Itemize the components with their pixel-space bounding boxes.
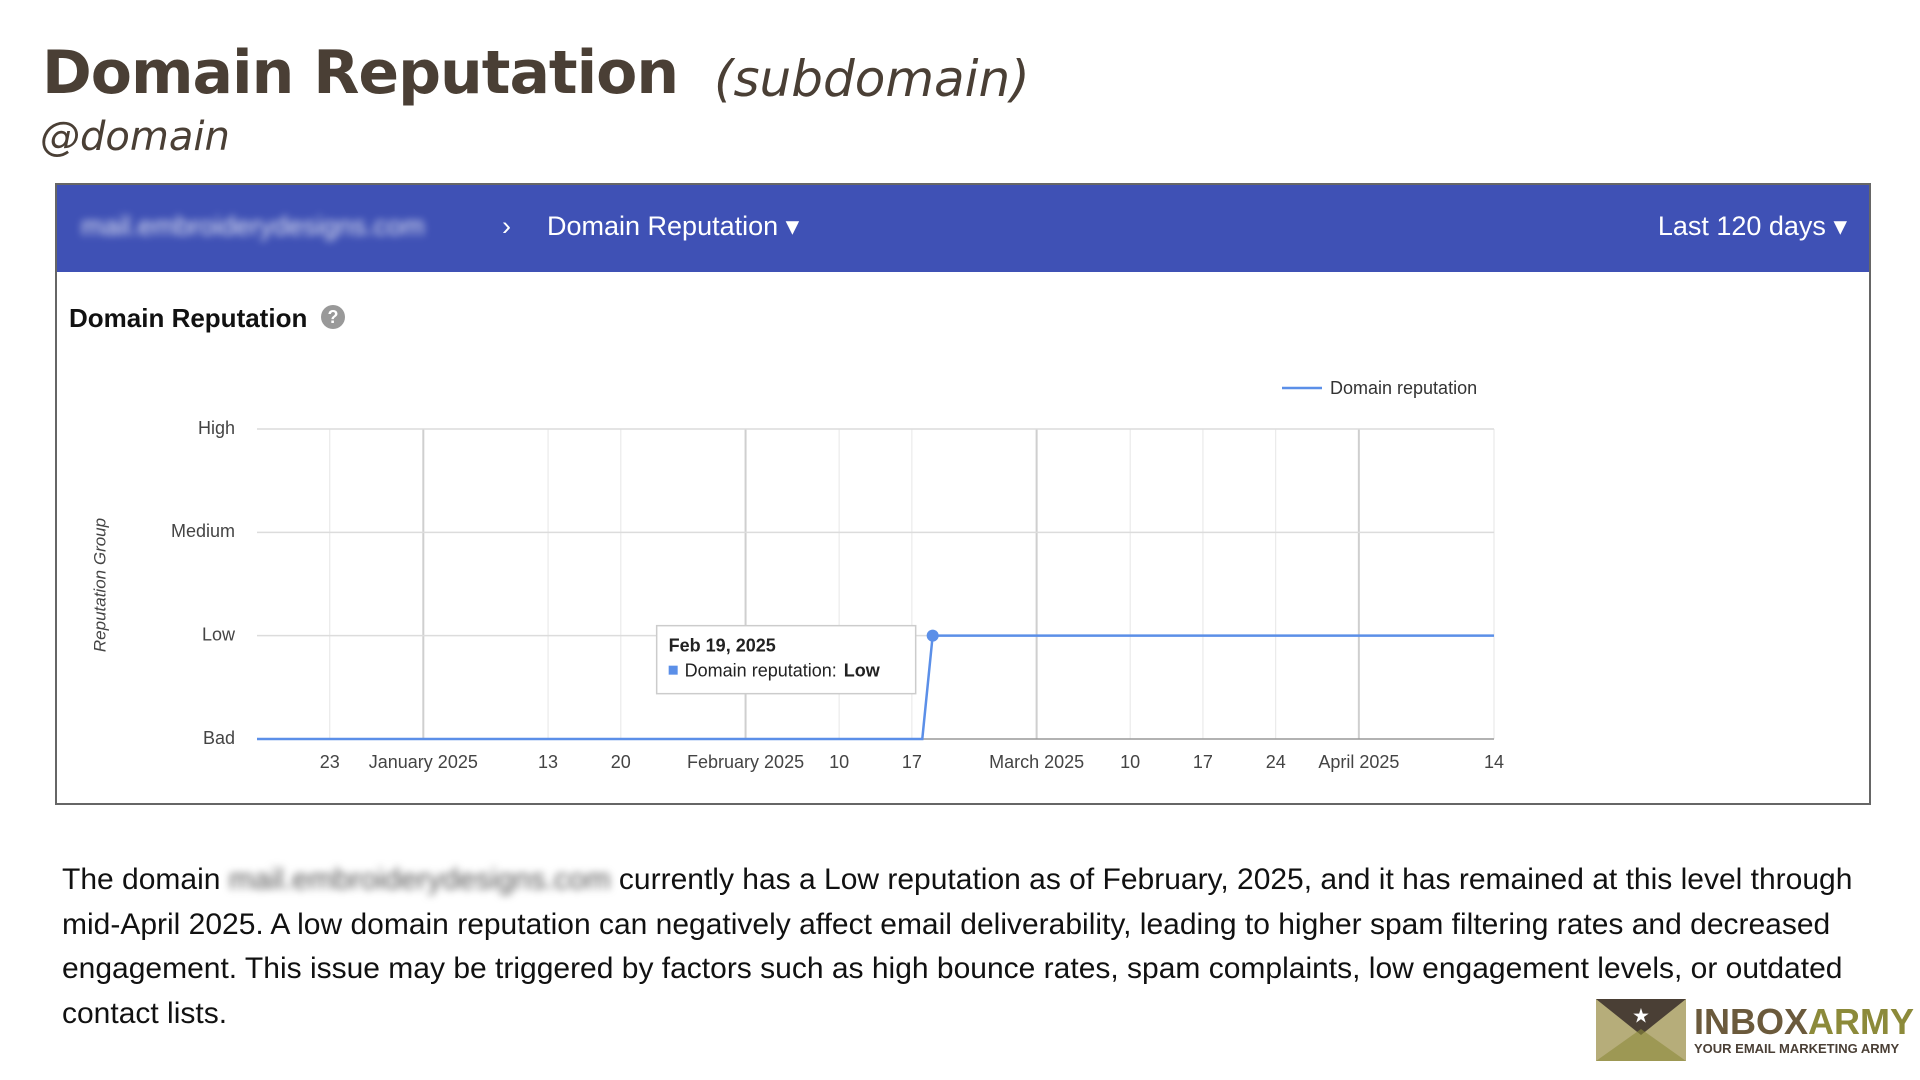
tooltip-box bbox=[655, 624, 917, 695]
data-line bbox=[257, 634, 1494, 741]
x-tick-label: April 2025 bbox=[1318, 752, 1399, 772]
range-name: Last 120 days bbox=[1657, 211, 1826, 241]
breadcrumb-separator: › bbox=[502, 211, 511, 241]
tooltip-series: Domain reputation: bbox=[685, 660, 837, 680]
x-tick-label: 14 bbox=[1484, 752, 1504, 772]
tooltip-title: Feb 19, 2025 bbox=[669, 635, 776, 655]
report-selector[interactable]: Domain Reputation ▾ bbox=[547, 211, 800, 241]
logo-text: ARMY bbox=[1808, 1001, 1915, 1042]
x-tick-label: 10 bbox=[1120, 752, 1140, 772]
svg-text:★: ★ bbox=[1632, 1005, 1650, 1027]
x-tick-label: January 2025 bbox=[369, 752, 478, 772]
x-tick-label: March 2025 bbox=[989, 752, 1084, 772]
report-card: mail.embroiderydesigns.com › Domain Repu… bbox=[55, 183, 1871, 805]
x-tick-label: 17 bbox=[902, 752, 922, 772]
y-tick-label: Medium bbox=[171, 521, 235, 541]
tooltip-label: Domain reputation: Low bbox=[685, 660, 881, 680]
summary: The domain mail.embroiderydesigns.com cu… bbox=[62, 858, 1862, 1036]
tooltip: Feb 19, 2025 Domain reputation: Low bbox=[655, 624, 917, 695]
y-tick-label: Bad bbox=[203, 728, 235, 748]
help-icon[interactable]: ? bbox=[321, 305, 345, 329]
logo-text: INBOX bbox=[1694, 1001, 1809, 1042]
slide-subtitle: (subdomain) bbox=[714, 50, 1030, 108]
y-tick-label: Low bbox=[202, 624, 236, 644]
logo-icon: ★ bbox=[1596, 999, 1686, 1061]
slide-domain: @domain bbox=[40, 114, 230, 160]
x-tick-label: 17 bbox=[1193, 752, 1213, 772]
text: The domain bbox=[62, 863, 229, 896]
text: currently has a Low reputation as of Feb… bbox=[62, 863, 1853, 1030]
logo-tagline: YOUR EMAIL MARKETING ARMY bbox=[1694, 1041, 1900, 1056]
legend-label: Domain reputation bbox=[1330, 378, 1477, 398]
report-name: Domain Reputation bbox=[547, 211, 779, 241]
x-tick-label: 23 bbox=[320, 752, 340, 772]
tooltip-swatch bbox=[668, 665, 678, 675]
x-tick-label: 20 bbox=[611, 752, 631, 772]
blurred-domain: mail.embroiderydesigns.com bbox=[228, 863, 611, 896]
x-tick-label: February 2025 bbox=[687, 752, 804, 772]
domain-selector[interactable]: mail.embroiderydesigns.com bbox=[81, 211, 425, 241]
toolbar: mail.embroiderydesigns.com › Domain Repu… bbox=[57, 185, 1869, 272]
range-selector[interactable]: Last 120 days ▾ bbox=[1657, 211, 1847, 241]
x-tick-label: 24 bbox=[1266, 752, 1286, 772]
tooltip-value: Low bbox=[844, 660, 881, 680]
y-axis-title: Reputation Group bbox=[90, 518, 109, 652]
x-tick-label: 10 bbox=[829, 752, 849, 772]
x-tick-label: 13 bbox=[538, 752, 558, 772]
slide-title: Domain Reputation bbox=[42, 38, 679, 108]
y-tick-label: High bbox=[198, 418, 235, 438]
hover-point bbox=[926, 629, 939, 642]
card-title: Domain Reputation bbox=[69, 303, 308, 333]
